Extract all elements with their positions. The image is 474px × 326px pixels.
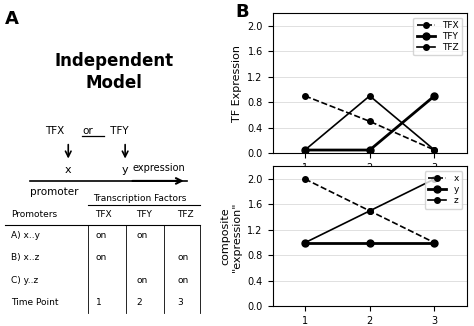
Text: y: y xyxy=(122,165,128,175)
Text: on: on xyxy=(96,253,107,262)
TFX xyxy=(302,94,308,98)
y xyxy=(367,241,373,245)
Line: y: y xyxy=(301,239,438,246)
TFY xyxy=(367,148,373,152)
Text: TFZ: TFZ xyxy=(177,210,194,219)
z xyxy=(302,241,308,245)
Text: Transcription Factors: Transcription Factors xyxy=(93,194,187,203)
Text: on: on xyxy=(137,231,148,240)
Text: A) x..y: A) x..y xyxy=(11,231,40,240)
TFZ xyxy=(302,148,308,152)
Text: B: B xyxy=(235,3,249,21)
Line: TFZ: TFZ xyxy=(302,93,438,153)
Text: Promoters: Promoters xyxy=(11,210,57,219)
x xyxy=(432,241,438,245)
TFY xyxy=(432,94,438,98)
TFX xyxy=(432,148,438,152)
Text: 1: 1 xyxy=(96,298,101,307)
Text: on: on xyxy=(177,253,189,262)
y xyxy=(432,241,438,245)
y xyxy=(302,241,308,245)
Text: Independent
Model: Independent Model xyxy=(54,52,173,92)
x xyxy=(367,209,373,213)
Text: TFX: TFX xyxy=(46,126,68,136)
x xyxy=(302,177,308,181)
Y-axis label: TF Expression: TF Expression xyxy=(232,45,242,122)
X-axis label: Time Point: Time Point xyxy=(340,179,399,188)
Text: or: or xyxy=(82,126,92,136)
Text: C) y..z: C) y..z xyxy=(11,275,38,285)
Line: TFY: TFY xyxy=(301,92,438,154)
Text: A: A xyxy=(5,10,18,28)
Text: 2: 2 xyxy=(137,298,142,307)
Text: on: on xyxy=(177,275,189,285)
Y-axis label: composite
"expression": composite "expression" xyxy=(220,201,242,272)
z xyxy=(367,209,373,213)
TFX xyxy=(367,119,373,123)
Text: on: on xyxy=(96,231,107,240)
Legend: x, y, z: x, y, z xyxy=(425,171,462,209)
Text: TFY: TFY xyxy=(137,210,152,219)
z xyxy=(432,177,438,181)
Text: B) x..z: B) x..z xyxy=(11,253,40,262)
Text: x: x xyxy=(65,165,72,175)
Text: on: on xyxy=(137,275,148,285)
Line: x: x xyxy=(302,176,438,245)
Legend: TFX, TFY, TFZ: TFX, TFY, TFZ xyxy=(413,18,462,55)
Text: TFY: TFY xyxy=(107,126,128,136)
Text: Time Point: Time Point xyxy=(11,298,59,307)
Text: TFX: TFX xyxy=(96,210,112,219)
TFZ xyxy=(367,94,373,98)
TFY xyxy=(302,148,308,152)
Text: expression: expression xyxy=(133,163,186,173)
Text: promoter: promoter xyxy=(29,187,78,198)
Line: z: z xyxy=(302,176,438,245)
Text: 3: 3 xyxy=(177,298,183,307)
TFZ xyxy=(432,148,438,152)
Line: TFX: TFX xyxy=(302,93,438,153)
